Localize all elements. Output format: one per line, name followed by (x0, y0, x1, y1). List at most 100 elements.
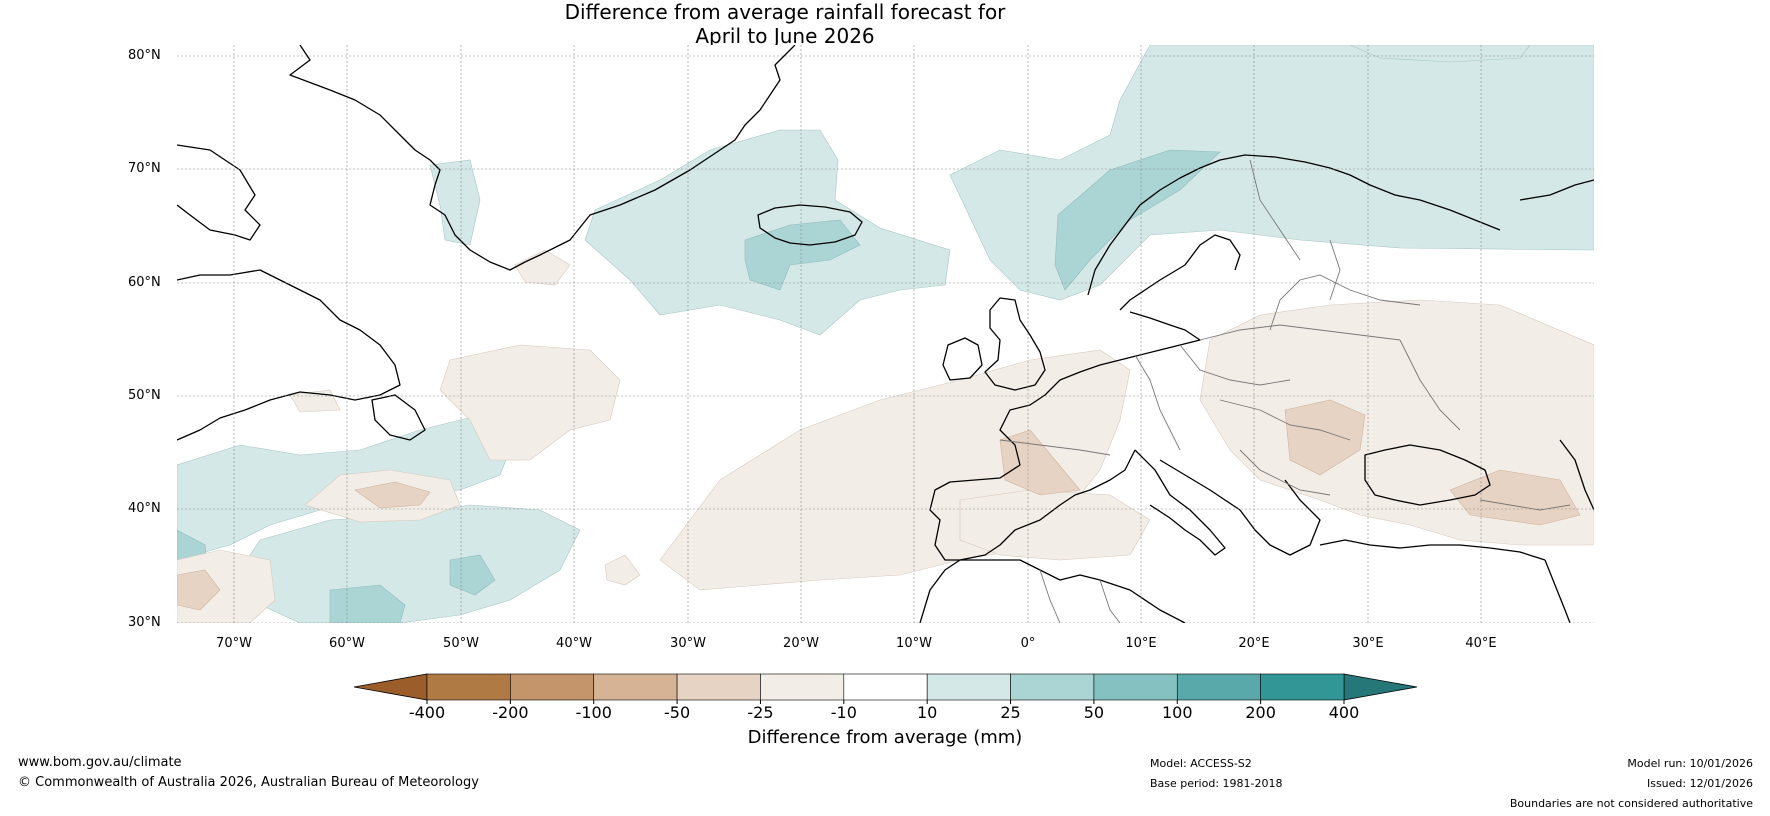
dry-region-small-patch-2 (289, 389, 341, 413)
dry-region-small-patch (604, 554, 641, 586)
lat-label-50n: 50°N (128, 388, 161, 403)
coastlines (177, 45, 1594, 623)
colorbar-segments (426, 673, 1345, 701)
ireland-coast (942, 337, 983, 381)
lon-label-60w: 60°W (329, 636, 365, 651)
colorbar-tick-label: -100 (575, 703, 612, 722)
colorbar-tick-lines (426, 700, 1345, 704)
lon-label-10w: 10°W (896, 636, 932, 651)
footer-url: www.bom.gov.au/climate (18, 755, 182, 770)
lat-label-80n: 80°N (128, 48, 161, 63)
iceland-coast (757, 204, 863, 246)
colorbar-segment (593, 673, 678, 701)
labrador-coast (177, 269, 401, 441)
dry-region-france-core (999, 429, 1081, 496)
colorbar-tick-label: 25 (1000, 703, 1021, 722)
lon-label-70w: 70°W (216, 636, 252, 651)
lat-label-30n: 30°N (128, 615, 161, 630)
colorbar-tick-label: 400 (1328, 703, 1360, 722)
colorbar-extend-low (353, 673, 428, 701)
border-11 (1479, 499, 1571, 511)
border-13 (1099, 579, 1121, 623)
border-1 (1134, 354, 1181, 451)
colorbar-segment (1010, 673, 1095, 701)
footer-model: Model: ACCESS-S2 (1150, 757, 1252, 770)
country-borders (999, 159, 1571, 623)
wet-region-scandinavia-core (1054, 149, 1221, 291)
colorbar-segment (1093, 673, 1178, 701)
balkans-coast (1159, 459, 1321, 556)
dry-region-caucasus-core (1449, 469, 1581, 526)
title-line-2: April to June 2026 (695, 24, 875, 48)
lon-label-30w: 30°W (670, 636, 706, 651)
caspian-coast (1559, 439, 1594, 511)
lon-label-20w: 20°W (783, 636, 819, 651)
dry-region-atlantic-west-core (354, 481, 431, 509)
footer-issued: Issued: 12/01/2026 (1646, 777, 1753, 790)
border-9 (999, 439, 1111, 456)
italy-coast (1134, 449, 1226, 556)
lat-label-60n: 60°N (128, 275, 161, 290)
lon-label-40w: 40°W (556, 636, 592, 651)
gridlines (177, 45, 1594, 623)
footer-copyright: © Commonwealth of Australia 2026, Austra… (18, 775, 479, 790)
colorbar-tick-label: -25 (747, 703, 774, 722)
colorbar-extend-high (1343, 673, 1418, 701)
france-coast (929, 379, 1136, 561)
colorbar-tick-label: -400 (408, 703, 446, 722)
colorbar-tick-label: 100 (1161, 703, 1193, 722)
baffin-coast (177, 144, 261, 241)
lon-label-0: 0° (1020, 636, 1036, 651)
colorbar-segment (843, 673, 928, 701)
lon-label-50w: 50°W (443, 636, 479, 651)
europe-west-coast (1059, 311, 1201, 381)
border-4 (1219, 399, 1351, 441)
dry-region-carpathian-core (1284, 399, 1366, 476)
wet-region-atlantic-south-core (329, 584, 406, 623)
border-10 (1399, 339, 1461, 431)
border-5 (1269, 274, 1421, 331)
uk-coast (984, 297, 1046, 391)
border-12 (1039, 569, 1061, 623)
dry-region-southwest-core (177, 569, 221, 611)
footer-base-period: Base period: 1981-2018 (1150, 777, 1283, 790)
anomaly-shading (177, 45, 1594, 623)
lon-label-40e: 40°E (1465, 636, 1497, 651)
black-sea-coast (1364, 444, 1491, 506)
greenland-coast (289, 45, 796, 271)
colorbar-segment (760, 673, 845, 701)
sweden-coast (1119, 234, 1241, 311)
border-6 (1239, 449, 1331, 496)
colorbar-segment (426, 673, 511, 701)
footer-disclaimer: Boundaries are not considered authoritat… (1509, 797, 1753, 810)
turkey-coast (1319, 539, 1546, 561)
colorbar-tick-label: -200 (492, 703, 529, 722)
newfoundland-coast (371, 394, 426, 441)
lon-label-30e: 30°E (1352, 636, 1384, 651)
map-title: Difference from average rainfall forecas… (0, 0, 1715, 48)
colorbar-segment (1260, 673, 1345, 701)
levant-coast (1544, 559, 1571, 623)
map-area (177, 45, 1594, 623)
dry-region-north-atlantic (439, 344, 621, 461)
wet-region-labrador (429, 159, 481, 246)
footer-model-run: Model run: 10/01/2026 (1627, 757, 1753, 770)
lon-label-10e: 10°E (1125, 636, 1157, 651)
dry-region-greenland-tip (514, 249, 571, 286)
colorbar-segment (926, 673, 1011, 701)
colorbar-segment (510, 673, 595, 701)
colorbar-tick-label: -10 (830, 703, 857, 722)
colorbar-tick-label: -50 (664, 703, 691, 722)
border-3 (1199, 324, 1401, 341)
colorbar-label: Difference from average (mm) (747, 727, 1023, 748)
colorbar-segment (676, 673, 761, 701)
colorbar-tick-label: 200 (1245, 703, 1276, 722)
lat-label-40n: 40°N (128, 501, 161, 516)
lat-label-70n: 70°N (128, 161, 161, 176)
colorbar-segment (1176, 673, 1261, 701)
colorbar-tick-label: 10 (916, 703, 938, 722)
border-2 (1179, 344, 1291, 386)
norway-coast (1087, 154, 1501, 296)
